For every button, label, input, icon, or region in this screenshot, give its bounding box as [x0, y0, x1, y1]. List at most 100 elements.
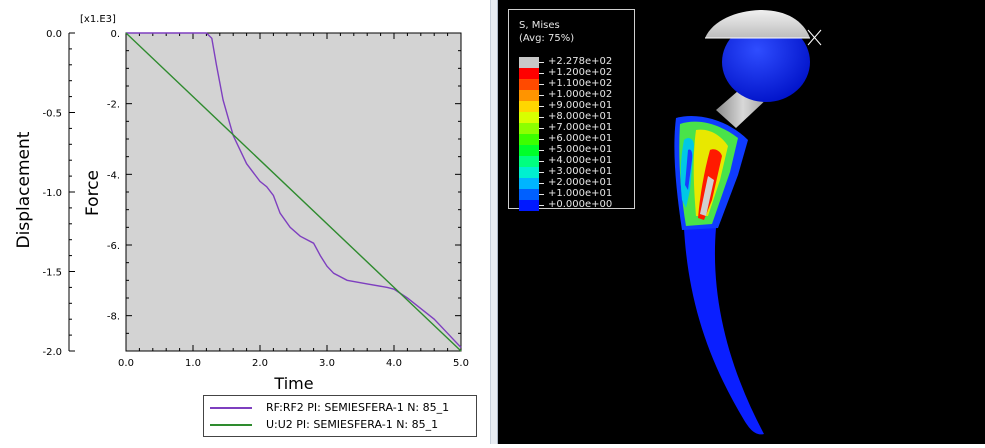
contour-legend-entry: +3.000e+01 [519, 166, 631, 178]
contour-legend-entry: +1.000e+02 [519, 89, 631, 101]
y-left-tick-label: 0.0 [46, 29, 62, 40]
contour-tick [539, 73, 544, 74]
contour-color-swatch [519, 90, 539, 101]
x-tick-label: 0.0 [118, 358, 134, 369]
contour-tick [539, 95, 544, 96]
contour-value-label: +6.000e+01 [548, 133, 613, 144]
contour-tick [539, 205, 544, 206]
contour-tick [539, 194, 544, 195]
contour-legend-entry: +8.000e+01 [519, 111, 631, 123]
x-tick-label: 2.0 [252, 358, 268, 369]
legend-label: RF:RF2 PI: SEMIESFERA-1 N: 85_1 [266, 401, 450, 414]
contour-legend-entry: +0.000e+00 [519, 199, 631, 211]
contour-color-swatch [519, 57, 539, 68]
x-axis-label: Time [273, 374, 313, 393]
force-tick-label: -6. [107, 241, 120, 252]
legend-swatch [210, 424, 252, 426]
x-tick-label: 1.0 [185, 358, 201, 369]
contour-color-swatch [519, 68, 539, 79]
contour-value-label: +7.000e+01 [548, 122, 613, 133]
contour-color-swatch [519, 123, 539, 134]
force-axis-ticks: 0. -2. -4. -6. -8. [107, 29, 461, 352]
xy-plot-viewport: 0.0 -0.5 -1.0 -1.5 -2.0 0. -2. -4. -6. -8. 0.0 1.… [0, 0, 490, 444]
y-left-tick-label: -1.0 [42, 188, 62, 199]
contour-legend-entry: +4.000e+01 [519, 155, 631, 167]
contour-legend-entry: +5.000e+01 [519, 144, 631, 156]
contour-color-swatch [519, 134, 539, 145]
legend-label: U:U2 PI: SEMIESFERA-1 N: 85_1 [266, 418, 439, 431]
contour-tick [539, 117, 544, 118]
contour-value-label: +1.100e+02 [548, 78, 613, 89]
x-tick-label: 5.0 [453, 358, 469, 369]
series-line-2 [125, 32, 462, 352]
contour-legend-entry: +2.000e+01 [519, 177, 631, 189]
hip-prosthesis-model [674, 10, 822, 435]
model-viewport[interactable]: S, Mises (Avg: 75%) +2.278e+02 +1.200e+02… [498, 0, 985, 444]
y-left-tick-label: -1.5 [42, 268, 62, 279]
x-axis-ticks: 0.0 1.0 2.0 3.0 4.0 5.0 [118, 33, 469, 369]
force-tick-label: -8. [107, 312, 120, 323]
contour-legend: S, Mises (Avg: 75%) +2.278e+02 +1.200e+02… [508, 9, 635, 211]
x-tick-label: 3.0 [319, 358, 335, 369]
contour-legend-entry: +6.000e+01 [519, 133, 631, 145]
contour-color-swatch [519, 79, 539, 90]
force-tick-label: 0. [110, 29, 120, 40]
plot-legend: RF:RF2 PI: SEMIESFERA-1 N: 85_1 U:U2 PI:… [203, 395, 477, 437]
contour-color-swatch [519, 112, 539, 123]
contour-value-label: +0.000e+00 [548, 199, 613, 210]
stress-peak-region [700, 176, 714, 216]
contour-color-swatch [519, 101, 539, 112]
legend-entry: RF:RF2 PI: SEMIESFERA-1 N: 85_1 [204, 399, 476, 417]
contour-value-label: +2.278e+02 [548, 56, 613, 67]
contour-color-swatch [519, 145, 539, 156]
force-tick-label: -4. [107, 170, 120, 181]
contour-tick [539, 161, 544, 162]
y-left-axis-label: Displacement [14, 131, 34, 248]
contour-value-label: +2.000e+01 [548, 177, 613, 188]
contour-color-swatch [519, 167, 539, 178]
contour-value-label: +8.000e+01 [548, 111, 613, 122]
xy-plot: 0.0 -0.5 -1.0 -1.5 -2.0 0. -2. -4. -6. -8. 0.0 1.… [14, 14, 469, 393]
contour-legend-entry: +9.000e+01 [519, 100, 631, 112]
y-right-axis-label: Force [83, 170, 103, 216]
contour-tick [539, 183, 544, 184]
contour-tick [539, 62, 544, 63]
multiplier-label: [x1.E3] [80, 14, 116, 25]
contour-legend-entry: +1.000e+01 [519, 188, 631, 200]
contour-value-label: +3.000e+01 [548, 166, 613, 177]
legend-swatch [210, 407, 252, 409]
contour-legend-entry: +7.000e+01 [519, 122, 631, 134]
hemisphere-cap [705, 10, 810, 38]
series-line-1 [126, 32, 462, 348]
femoral-stem-tail [684, 228, 764, 435]
contour-color-swatch [519, 189, 539, 200]
left-axis-ticks: 0.0 -0.5 -1.0 -1.5 -2.0 [42, 29, 75, 358]
contour-value-label: +4.000e+01 [548, 155, 613, 166]
force-tick-label: -2. [107, 100, 120, 111]
series-layer [125, 32, 462, 352]
contour-value-label: +1.000e+01 [548, 188, 613, 199]
viewport-splitter[interactable] [490, 0, 498, 444]
contour-tick [539, 128, 544, 129]
legend-entry: U:U2 PI: SEMIESFERA-1 N: 85_1 [204, 416, 476, 434]
contour-tick [539, 139, 544, 140]
contour-legend-entry: +2.278e+02 [519, 56, 631, 68]
contour-tick [539, 172, 544, 173]
contour-color-swatch [519, 156, 539, 167]
x-tick-label: 4.0 [386, 358, 402, 369]
stress-region-blue-band [685, 149, 693, 190]
contour-value-label: +1.000e+02 [548, 89, 613, 100]
contour-legend-entry: +1.100e+02 [519, 78, 631, 90]
y-left-tick-label: -2.0 [42, 347, 62, 358]
femoral-head [722, 22, 810, 102]
contour-tick [539, 84, 544, 85]
contour-legend-subtitle: (Avg: 75%) [519, 33, 575, 44]
contour-value-label: +5.000e+01 [548, 144, 613, 155]
contour-legend-title: S, Mises [519, 20, 560, 31]
contour-value-label: +1.200e+02 [548, 67, 613, 78]
y-left-tick-label: -0.5 [42, 109, 62, 120]
contour-value-label: +9.000e+01 [548, 100, 613, 111]
contour-tick [539, 150, 544, 151]
contour-color-swatch [519, 178, 539, 189]
contour-legend-entry: +1.200e+02 [519, 67, 631, 79]
